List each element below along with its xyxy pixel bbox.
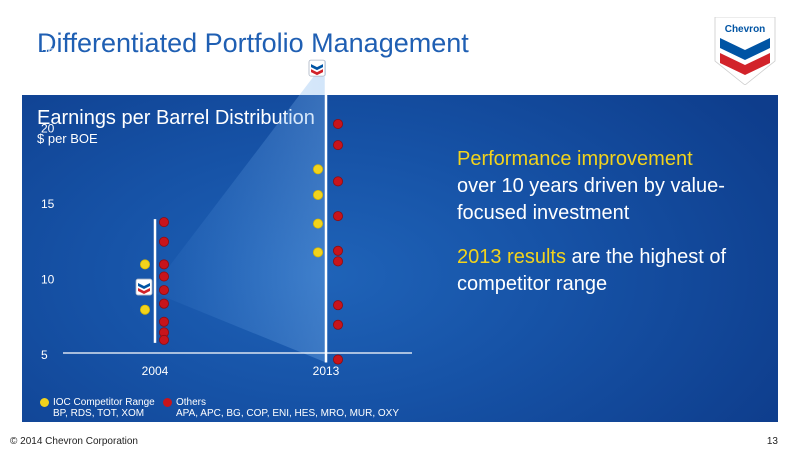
others-point (158, 298, 169, 309)
page-number: 13 (766, 436, 778, 447)
x-tick-label: 2013 (313, 364, 340, 378)
others-point (332, 354, 343, 365)
ioc-point (312, 218, 323, 229)
takeaway-performance-text: over 10 years driven by value-focused in… (457, 175, 725, 224)
copyright: © 2014 Chevron Corporation (10, 436, 138, 447)
legend-label-others: Others (176, 397, 207, 408)
legend-members-others: APA, APC, BG, COP, ENI, HES, MRO, MUR, O… (176, 408, 400, 419)
x-tick-label: 2004 (142, 364, 169, 378)
others-point (158, 334, 169, 345)
ioc-point (139, 304, 150, 315)
y-tick-label: 25 (41, 46, 55, 60)
takeaway-results-highlight: 2013 results (457, 246, 566, 268)
y-tick-label: 20 (41, 122, 55, 136)
others-point (158, 271, 169, 282)
chevron-marker-red (138, 288, 150, 295)
chevron-marker-blue (311, 64, 323, 71)
ioc-point (139, 259, 150, 270)
yellow-circle-icon (40, 398, 49, 407)
ioc-point (312, 164, 323, 175)
takeaway-performance-highlight: Performance improvement (457, 148, 693, 170)
others-point (332, 319, 343, 330)
others-point (158, 236, 169, 247)
others-point (332, 256, 343, 267)
ioc-point (312, 247, 323, 258)
takeaway-results-text: are the highest of competitor range (457, 246, 727, 295)
y-tick-label: 10 (41, 273, 55, 287)
improvement-glow (155, 60, 326, 363)
others-point (332, 118, 343, 129)
others-point (158, 285, 169, 296)
slide-title: Differentiated Portfolio Management (37, 28, 469, 58)
chevron-marker-red (311, 69, 323, 76)
y-tick-label: 15 (41, 197, 55, 211)
others-point (332, 176, 343, 187)
chevron-logo: Chevron (714, 17, 776, 85)
ioc-point (312, 189, 323, 200)
red-circle-icon (163, 398, 172, 407)
content-panel (22, 95, 778, 422)
logo-text: Chevron (725, 24, 766, 35)
y-tick-label: 5 (41, 348, 48, 362)
takeaway-performance: Performance improvement over 10 years dr… (457, 146, 777, 227)
others-point (158, 259, 169, 270)
others-point (332, 140, 343, 151)
legend-label-ioc: IOC Competitor Range (53, 397, 155, 408)
others-point (158, 217, 169, 228)
others-point (158, 316, 169, 327)
others-point (332, 245, 343, 256)
others-point (332, 300, 343, 311)
chevron-marker-blue (138, 283, 150, 290)
chart-title: Earnings per Barrel Distribution (37, 107, 315, 129)
chart-unit-label: $ per BOE (37, 131, 98, 146)
others-point (332, 211, 343, 222)
legend-members-ioc: BP, RDS, TOT, XOM (53, 408, 145, 419)
takeaway-results: 2013 results are the highest of competit… (457, 244, 777, 298)
